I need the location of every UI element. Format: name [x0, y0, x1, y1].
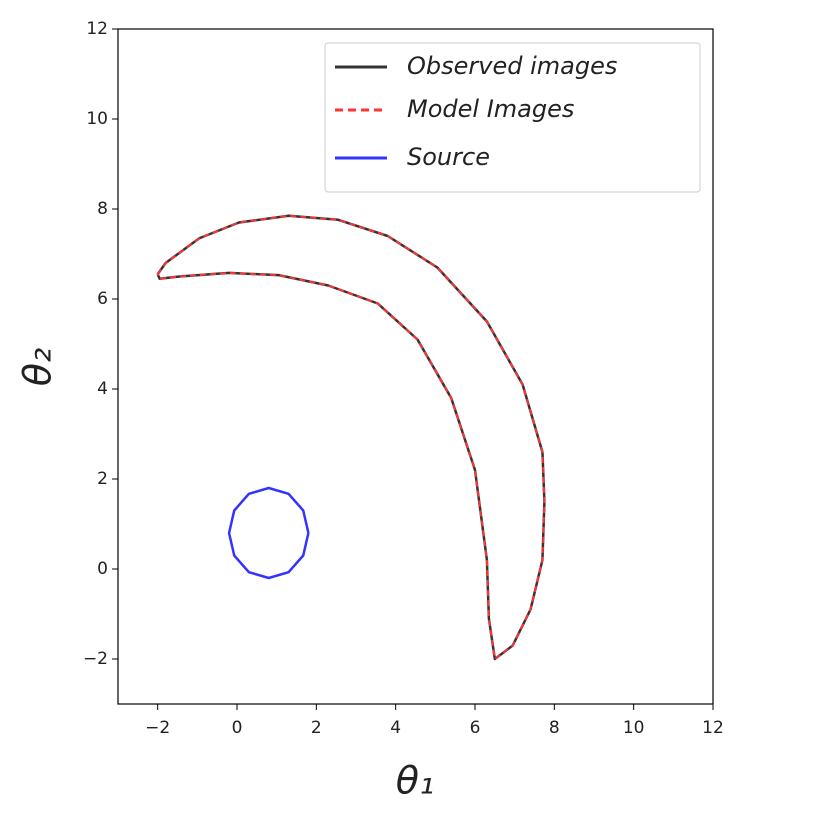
- y-axis-label: θ₂: [16, 348, 60, 386]
- legend-label: Source: [407, 143, 490, 171]
- y-tick-label: 12: [86, 19, 108, 39]
- x-tick-label: 12: [702, 718, 724, 738]
- legend-box: [324, 42, 701, 193]
- y-tick-label: −2: [83, 649, 108, 669]
- x-tick-label: −2: [145, 718, 170, 738]
- series-line: [156, 214, 546, 661]
- y-tick-label: 10: [86, 109, 108, 129]
- x-axis-label: θ₁: [396, 759, 434, 803]
- x-tick-label: 6: [470, 718, 481, 738]
- legend-label: Observed images: [407, 52, 617, 80]
- y-tick-label: 2: [97, 469, 108, 489]
- x-tick-label: 10: [623, 718, 645, 738]
- y-tick-label: 4: [97, 379, 108, 399]
- y-tick-label: 6: [97, 289, 108, 309]
- y-tick-label: 0: [97, 559, 108, 579]
- plot-frame: [117, 28, 714, 705]
- legend-label: Model Images: [407, 95, 574, 123]
- x-tick-label: 2: [311, 718, 322, 738]
- y-tick-label: 8: [97, 199, 108, 219]
- series-line: [227, 486, 310, 580]
- x-tick-label: 0: [232, 718, 243, 738]
- series-line: [156, 214, 546, 660]
- x-tick-label: 4: [390, 718, 401, 738]
- x-tick-label: 8: [549, 718, 560, 738]
